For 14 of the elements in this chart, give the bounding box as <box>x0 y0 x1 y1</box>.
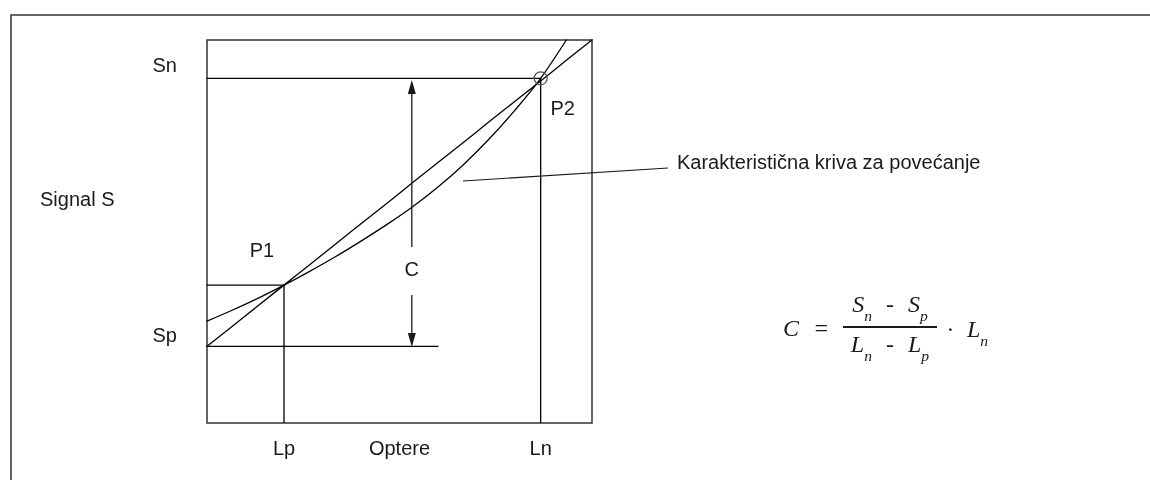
x-tick-label: Ln <box>529 437 552 460</box>
text: · L$_{n}$ <box>947 316 989 349</box>
text: S$_{n}$ - S$_{p}$ <box>852 291 928 324</box>
annotation: C <box>404 258 420 281</box>
annotation: P1 <box>249 239 275 262</box>
y-axis-title: Signal S <box>40 188 115 211</box>
x-tick-label: Lp <box>272 437 296 460</box>
x-axis-title: Optere <box>368 437 431 460</box>
text: Sn <box>152 54 177 77</box>
annotation: P2 <box>550 97 575 120</box>
text: L$_{n}$ - L$_{p}$ <box>849 331 930 364</box>
text: C = <box>783 315 830 341</box>
text: Sp <box>152 324 177 347</box>
text: Karakteristična kriva za povećanje <box>677 151 981 174</box>
